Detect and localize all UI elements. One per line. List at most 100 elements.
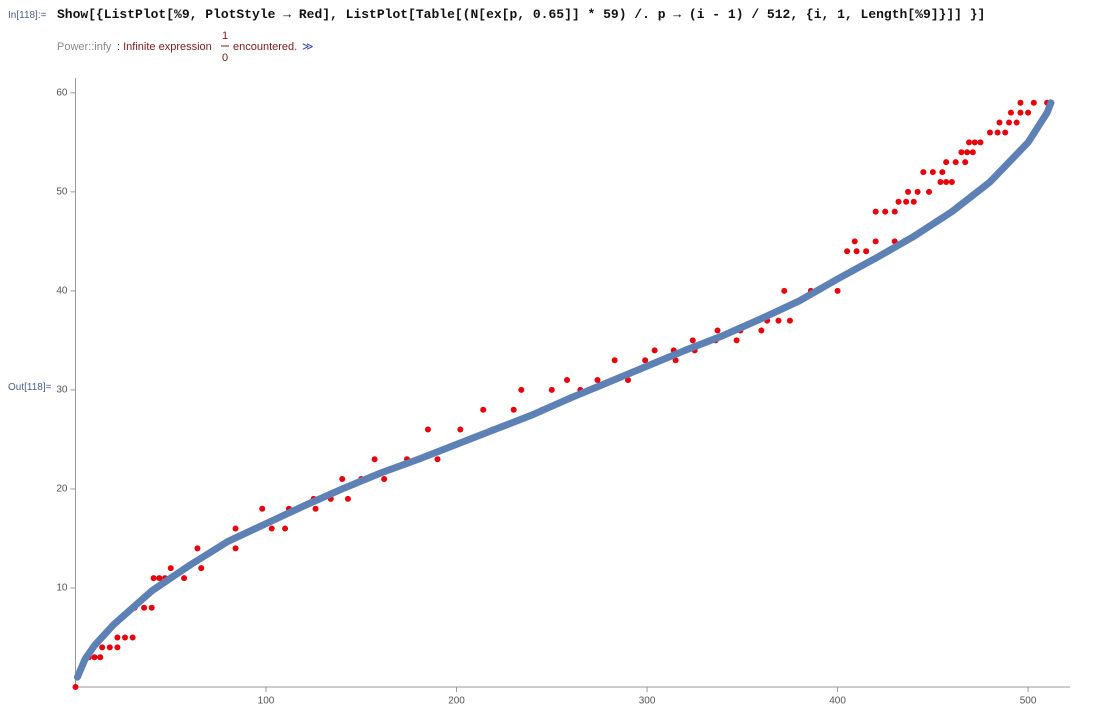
- point: [937, 178, 944, 185]
- point: [1030, 99, 1037, 106]
- point: [758, 327, 765, 334]
- point: [882, 208, 889, 215]
- point: [672, 357, 679, 364]
- point: [786, 317, 793, 324]
- point: [994, 129, 1001, 136]
- point: [141, 604, 148, 611]
- point: [714, 327, 721, 334]
- y-tick-label: 30: [56, 385, 68, 396]
- fraction-denominator: 0: [222, 52, 228, 64]
- point: [834, 287, 841, 294]
- point: [914, 188, 921, 195]
- point: [1025, 109, 1032, 116]
- point: [1013, 119, 1020, 126]
- point: [851, 238, 858, 245]
- point: [971, 139, 978, 146]
- point: [1006, 119, 1013, 126]
- point: [510, 406, 517, 413]
- point: [929, 169, 936, 176]
- point-curve: [73, 99, 1055, 681]
- point: [733, 337, 740, 344]
- message-text: encountered.: [233, 41, 297, 53]
- point: [872, 238, 879, 245]
- y-tick-label: 20: [56, 484, 68, 495]
- point: [312, 505, 319, 512]
- point: [872, 208, 879, 215]
- point: [903, 198, 910, 205]
- point: [181, 575, 188, 582]
- output-label: Out[118]=: [8, 382, 52, 393]
- point: [268, 525, 275, 532]
- point: [1017, 99, 1024, 106]
- point: [689, 337, 696, 344]
- point: [943, 178, 950, 185]
- point: [150, 575, 157, 582]
- point: [259, 505, 266, 512]
- point: [1017, 109, 1024, 116]
- point: [156, 575, 163, 582]
- y-tick-label: 60: [56, 87, 68, 98]
- point: [611, 357, 618, 364]
- point: [905, 188, 912, 195]
- point: [939, 169, 946, 176]
- point: [564, 377, 571, 384]
- point: [910, 198, 917, 205]
- message-link[interactable]: ≫: [302, 41, 314, 53]
- point: [844, 248, 851, 255]
- point: [282, 525, 289, 532]
- message-tag: Power::infy: [57, 41, 112, 53]
- point: [964, 149, 971, 156]
- point: [424, 426, 431, 433]
- point: [114, 634, 121, 641]
- point: [339, 476, 346, 483]
- input-code[interactable]: Show[{ListPlot[%9, PlotStyle → Red], Lis…: [57, 7, 985, 22]
- point: [434, 456, 441, 463]
- point: [122, 634, 129, 641]
- point: [926, 188, 933, 195]
- point: [518, 386, 525, 393]
- point: [853, 248, 860, 255]
- point: [167, 565, 174, 572]
- point: [198, 565, 205, 572]
- point: [651, 347, 658, 354]
- point: [381, 476, 388, 483]
- point: [344, 495, 351, 502]
- point: [625, 377, 631, 384]
- point: [642, 357, 649, 364]
- x-tick-label: 500: [1020, 696, 1037, 707]
- point: [891, 208, 898, 215]
- point: [232, 525, 239, 532]
- point: [996, 119, 1003, 126]
- point: [977, 139, 984, 146]
- point: [962, 159, 969, 166]
- point: [948, 178, 955, 185]
- point: [969, 149, 976, 156]
- y-tick-label: 40: [56, 286, 68, 297]
- point: [920, 169, 927, 176]
- point: [72, 684, 79, 690]
- point: [114, 644, 121, 651]
- fraction-numerator: 1: [222, 30, 228, 42]
- plot: 100 200 300 400 500 10 20 30 40 50 60: [56, 78, 1070, 707]
- point: [457, 426, 464, 433]
- point: [371, 456, 378, 463]
- point: [943, 159, 950, 166]
- x-tick-label: 400: [829, 696, 846, 707]
- point: [1007, 109, 1014, 116]
- point: [99, 644, 106, 651]
- point: [863, 248, 870, 255]
- point: [97, 654, 104, 661]
- point: [106, 644, 113, 651]
- point: [91, 654, 98, 661]
- point: [781, 287, 788, 294]
- point: [548, 386, 555, 393]
- point: [1002, 129, 1009, 136]
- y-tick-label: 10: [56, 583, 68, 594]
- point: [148, 604, 155, 611]
- input-label: In[118]:=: [8, 10, 47, 21]
- x-tick-label: 100: [258, 696, 275, 707]
- point: [775, 317, 782, 324]
- point: [232, 545, 239, 552]
- point: [480, 406, 487, 413]
